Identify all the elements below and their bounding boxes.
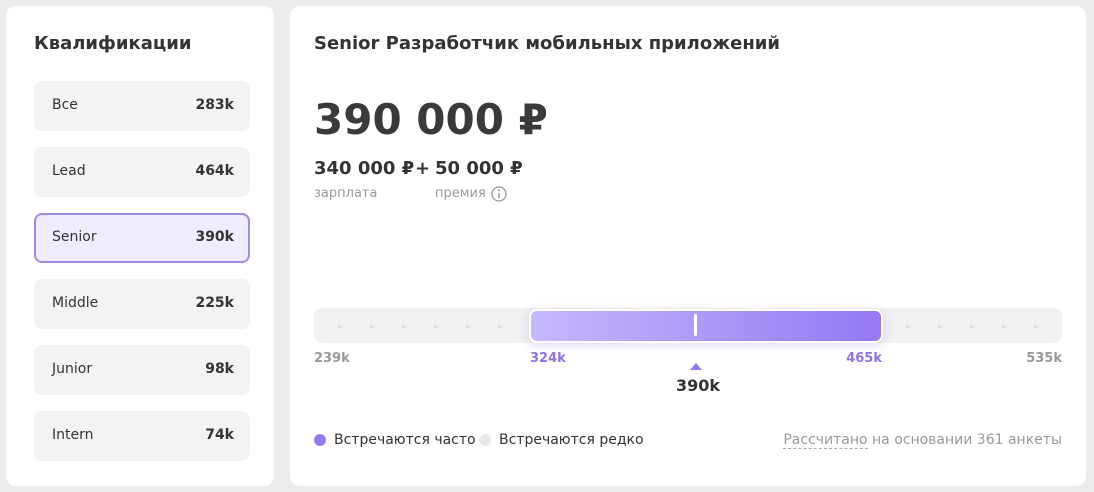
note-text: на основании 361 анкеты xyxy=(872,432,1062,448)
bonus-amount: 50 000 ₽ xyxy=(435,158,523,179)
item-value: 98k xyxy=(205,361,234,377)
range-high: 465k xyxy=(846,351,882,366)
legend-rare: Встречаются редко xyxy=(499,432,644,448)
qualification-item-selected[interactable]: Senior 390k xyxy=(34,213,250,263)
item-label: Middle xyxy=(52,295,99,311)
item-label: Senior xyxy=(52,229,97,245)
salary-label: зарплата xyxy=(314,186,378,201)
note: Рассчитано на основании 361 анкеты xyxy=(783,432,1062,449)
main-title: Senior Разработчик мобильных приложений xyxy=(314,33,780,54)
item-value: 390k xyxy=(195,229,234,245)
note-link[interactable]: Рассчитано xyxy=(783,432,868,449)
plus-sign: + xyxy=(415,158,431,179)
item-label: Lead xyxy=(52,163,86,179)
qualification-item[interactable]: Middle 225k xyxy=(34,279,250,329)
item-label: Intern xyxy=(52,427,94,443)
item-value: 283k xyxy=(195,97,234,113)
total-salary: 390 000 ₽ xyxy=(314,95,548,144)
info-icon[interactable] xyxy=(490,185,508,203)
range-max: 535k xyxy=(1026,351,1062,366)
item-value: 74k xyxy=(205,427,234,443)
item-value: 225k xyxy=(195,295,234,311)
range-low: 324k xyxy=(530,351,566,366)
bonus-label: премия xyxy=(435,186,486,201)
median-pointer xyxy=(690,363,702,370)
item-label: Все xyxy=(52,97,78,113)
qualification-item[interactable]: Lead 464k xyxy=(34,147,250,197)
legend-dot-rare xyxy=(479,434,491,446)
median-marker xyxy=(694,314,697,336)
range-min: 239k xyxy=(314,351,350,366)
qualification-item[interactable]: Junior 98k xyxy=(34,345,250,395)
legend-dot-often xyxy=(314,434,326,446)
range-bar xyxy=(529,309,883,343)
legend-often: Встречаются часто xyxy=(334,432,476,448)
main-card xyxy=(290,6,1086,486)
item-label: Junior xyxy=(52,361,93,377)
sidebar: Квалификации Все 283k Lead 464k Senior 390k… xyxy=(6,6,274,486)
median-label: 390k xyxy=(676,376,721,395)
qualification-item[interactable]: Intern 74k xyxy=(34,411,250,461)
sidebar-title: Квалификации xyxy=(34,33,192,54)
salary-amount: 340 000 ₽ xyxy=(314,158,415,179)
qualification-item[interactable]: Все 283k xyxy=(34,81,250,131)
item-value: 464k xyxy=(195,163,234,179)
